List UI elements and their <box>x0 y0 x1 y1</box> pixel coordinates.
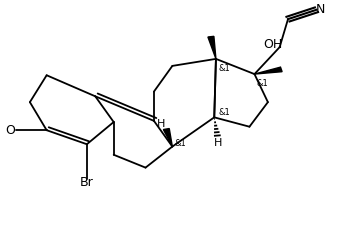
Text: Br: Br <box>80 176 94 189</box>
Polygon shape <box>255 67 282 74</box>
Text: &1: &1 <box>174 139 186 148</box>
Text: &1: &1 <box>219 64 231 73</box>
Text: H: H <box>214 138 222 148</box>
Text: O: O <box>5 124 15 137</box>
Polygon shape <box>163 129 172 147</box>
Text: N: N <box>316 3 325 16</box>
Text: &1: &1 <box>256 79 268 88</box>
Text: OH: OH <box>263 38 282 51</box>
Text: &1: &1 <box>218 108 230 117</box>
Text: H: H <box>156 119 165 129</box>
Polygon shape <box>208 36 216 59</box>
